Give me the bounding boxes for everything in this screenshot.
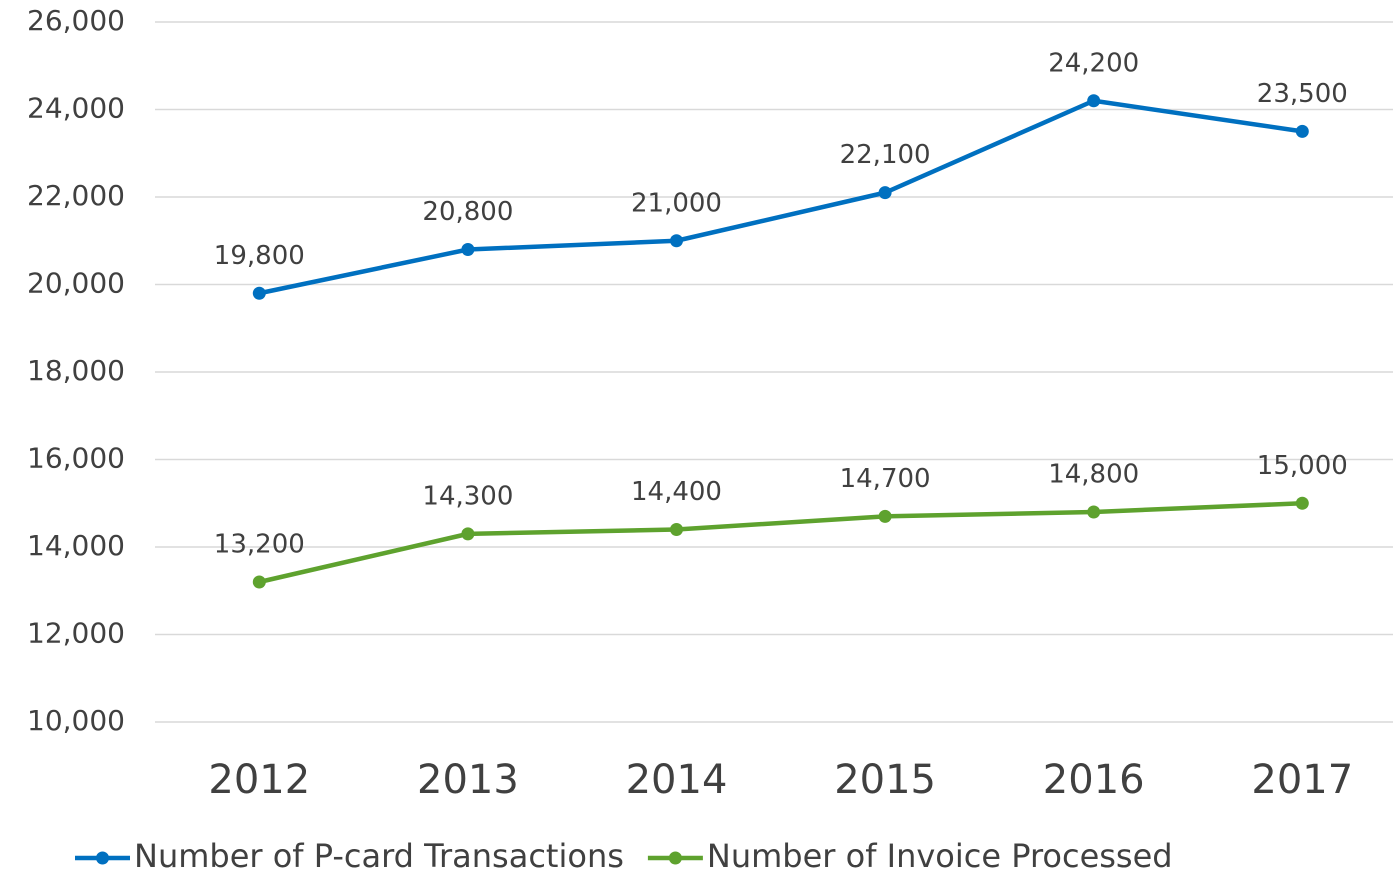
data-label: 22,100 [840,140,931,170]
x-tick-label: 2016 [1043,757,1145,803]
data-label: 13,200 [214,530,305,560]
data-label: 20,800 [422,197,513,227]
legend-label: Number of P-card Transactions [134,837,624,875]
data-label: 14,400 [631,477,722,507]
point [252,575,266,589]
point [461,527,475,541]
y-tick-label: 22,000 [27,179,125,212]
point [1087,94,1101,108]
y-tick-label: 12,000 [27,617,125,650]
y-tick-label: 18,000 [27,354,125,387]
point [252,286,266,300]
x-tick-label: 2012 [208,757,310,803]
point [670,523,683,536]
data-label: 14,300 [422,481,513,511]
x-tick-label: 2015 [834,757,936,803]
series-line [258,501,1303,585]
data-label: 24,200 [1048,48,1139,78]
series-line [258,98,1303,296]
y-tick-label: 24,000 [27,92,125,125]
y-tick-label: 14,000 [27,529,125,562]
data-label: 14,800 [1048,460,1139,490]
legend-label: Number of Invoice Processed [707,837,1173,875]
x-tick-label: 2013 [417,757,519,803]
data-label: 21,000 [631,188,722,218]
y-tick-label: 20,000 [27,267,125,300]
point [878,509,892,523]
data-label: 19,800 [214,241,305,271]
data-label: 14,700 [840,464,931,494]
data-label: 15,000 [1257,451,1348,481]
x-tick-label: 2014 [626,757,728,803]
data-label: 23,500 [1257,79,1348,109]
legend-marker [668,851,682,865]
point [1087,505,1101,519]
point [461,243,475,256]
point [878,186,892,200]
legend-marker [96,851,109,865]
point [1295,496,1309,510]
point [670,234,683,248]
x-tick-label: 2017 [1251,757,1353,803]
point [1295,124,1309,138]
y-tick-label: 10,000 [27,704,125,737]
y-tick-label: 26,000 [27,4,125,37]
y-tick-label: 16,000 [27,442,125,475]
